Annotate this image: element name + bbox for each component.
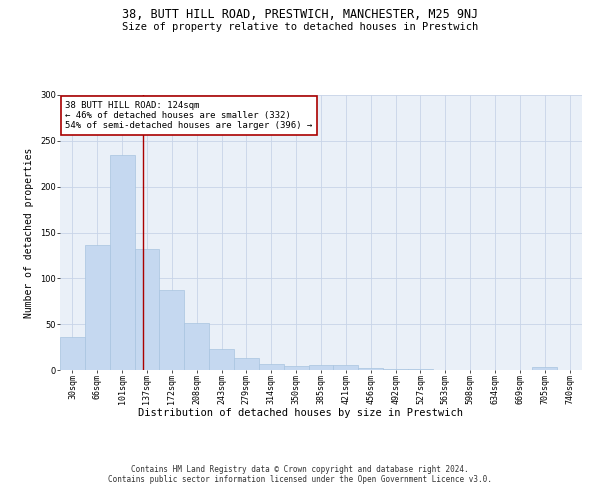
Bar (308, 364, 334, 370)
Bar (259, 364, 284, 370)
Y-axis label: Number of detached properties: Number of detached properties (25, 148, 34, 318)
Bar (134, 249, 160, 370)
Bar (334, 364, 358, 370)
Text: 38 BUTT HILL ROAD: 124sqm
← 46% of detached houses are smaller (332)
54% of semi: 38 BUTT HILL ROAD: 124sqm ← 46% of detac… (65, 100, 313, 130)
Bar (408, 369, 433, 370)
Bar (209, 349, 234, 370)
Bar (160, 290, 184, 370)
Bar (532, 367, 557, 370)
Bar (234, 358, 259, 370)
Bar (184, 324, 209, 370)
Bar (85, 246, 110, 370)
Bar (284, 366, 308, 370)
Bar (110, 156, 134, 370)
Text: Size of property relative to detached houses in Prestwich: Size of property relative to detached ho… (122, 22, 478, 32)
Bar (383, 369, 408, 370)
Text: 38, BUTT HILL ROAD, PRESTWICH, MANCHESTER, M25 9NJ: 38, BUTT HILL ROAD, PRESTWICH, MANCHESTE… (122, 8, 478, 20)
Text: Contains HM Land Registry data © Crown copyright and database right 2024.
Contai: Contains HM Land Registry data © Crown c… (108, 465, 492, 484)
Text: Distribution of detached houses by size in Prestwich: Distribution of detached houses by size … (137, 408, 463, 418)
Bar (358, 368, 383, 370)
Bar (60, 337, 85, 370)
